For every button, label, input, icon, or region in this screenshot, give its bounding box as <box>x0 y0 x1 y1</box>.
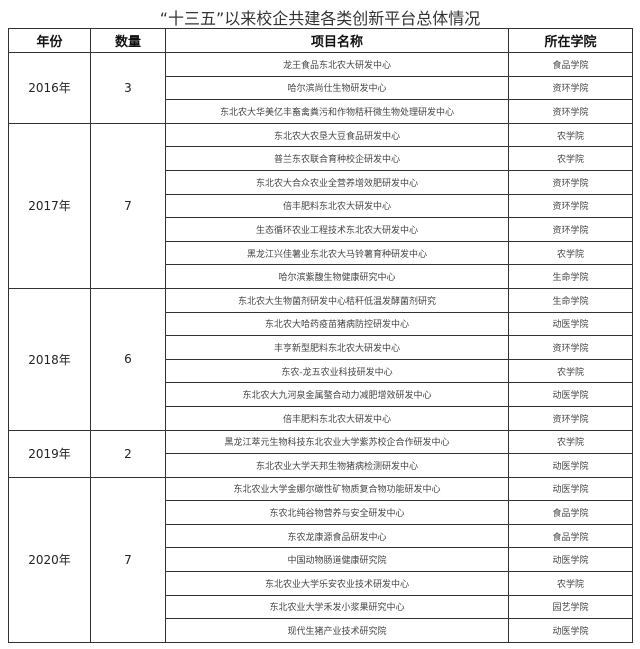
table-row: 东北农大华美亿丰畜禽粪污和作物秸秆微生物处理研发中心 资环学院 <box>9 99 633 124</box>
project-cell: 中国动物肠道健康研究院 <box>165 547 509 573</box>
table-row: 2018年 6 东北农大生物菌剂研发中心秸秆低温发酵菌剂研究 生命学院 <box>8 287 633 431</box>
platform-table: 年份 数量 项目名称 所在学院 2016年 3 龙王食品东北农大研发中心 食品学院 哈尔… <box>8 28 633 643</box>
header-college: 所在学院 <box>508 28 633 53</box>
college-cell: 农学院 <box>508 358 633 384</box>
college-cell: 资环学院 <box>508 99 633 124</box>
count-cell: 3 <box>90 52 166 124</box>
project-cell: 哈尔滨紫馥生物健康研究中心 <box>165 264 509 289</box>
table-row: 东北农业大学天邦生物猪病检测研发中心 动医学院 <box>9 453 633 478</box>
college-cell: 资环学院 <box>508 217 633 242</box>
college-cell: 资环学院 <box>508 335 633 360</box>
college-cell: 动医学院 <box>508 476 633 502</box>
project-cell: 东北农业大学金娜尔碳性矿物质复合物功能研发中心 <box>165 476 509 502</box>
college-cell: 动医学院 <box>508 311 633 337</box>
header-project: 项目名称 <box>165 28 509 53</box>
college-cell: 动医学院 <box>508 618 633 643</box>
project-cell: 东北农大农垦大豆食品研发中心 <box>165 122 509 148</box>
table-row: 2017年 7 东北农大农垦大豆食品研发中心 农学院 <box>8 122 633 289</box>
table-row: 2019年 2 黑龙江萃元生物科技东北农业大学紫苏校企合作研发中心 农学院 <box>8 429 633 478</box>
count-cell: 7 <box>90 122 166 289</box>
page-title: “十三五”以来校企共建各类创新平台总体情况 <box>159 9 481 28</box>
college-cell: 动医学院 <box>508 453 633 478</box>
table-row: 现代生猪产业技术研究院 动医学院 <box>9 618 633 643</box>
college-cell: 食品学院 <box>508 523 633 549</box>
project-cell: 黑龙江萃元生物科技东北农业大学紫苏校企合作研发中心 <box>165 429 509 455</box>
college-cell: 生命学院 <box>508 264 633 289</box>
count-cell: 7 <box>90 476 166 643</box>
table-row: 哈尔滨紫馥生物健康研究中心 生命学院 <box>9 264 633 289</box>
college-cell: 资环学院 <box>508 193 633 219</box>
project-cell: 倍丰肥料东北农大研发中心 <box>165 405 509 431</box>
college-cell: 园艺学院 <box>508 594 633 620</box>
college-cell: 生命学院 <box>508 287 633 313</box>
project-cell: 普兰东农联合育种校企研发中心 <box>165 146 509 171</box>
college-cell: 动医学院 <box>508 382 633 407</box>
college-cell: 资环学院 <box>508 405 633 431</box>
project-cell: 东农-龙五农业科技研发中心 <box>165 358 509 384</box>
project-cell: 哈尔滨尚仕生物研发中心 <box>165 75 509 101</box>
table-row: 2020年 7 东北农业大学金娜尔碳性矿物质复合物功能研发中心 动医学院 <box>8 476 633 643</box>
project-cell: 东北农大华美亿丰畜禽粪污和作物秸秆微生物处理研发中心 <box>165 99 509 124</box>
project-cell: 黑龙江兴佳薯业东北农大马铃薯育种研发中心 <box>165 240 509 266</box>
project-cell: 生态循环农业工程技术东北农大研发中心 <box>165 217 509 242</box>
table-body: 2016年 3 龙王食品东北农大研发中心 食品学院 哈尔滨尚仕生物研发中心 资环学院 东北农… <box>8 52 633 643</box>
project-cell: 东北农大生物菌剂研发中心秸秆低温发酵菌剂研究 <box>165 287 509 313</box>
header-count: 数量 <box>90 28 166 53</box>
project-cell: 东北农大九河泉金属螯合动力减肥增效研发中心 <box>165 382 509 407</box>
college-cell: 农学院 <box>508 122 633 148</box>
project-cell: 东北农大合众农业全营养增效肥研发中心 <box>165 169 509 195</box>
table-row: 中国动物肠道健康研究院 动医学院 <box>9 547 633 573</box>
project-cell: 现代生猪产业技术研究院 <box>165 618 509 643</box>
header-year: 年份 <box>8 28 91 53</box>
project-cell: 东北农业大学禾发小浆果研究中心 <box>165 594 509 620</box>
college-cell: 动医学院 <box>508 547 633 573</box>
count-cell: 6 <box>90 287 166 431</box>
table-row: 倍丰肥料东北农大研发中心 资环学院 <box>9 405 633 431</box>
college-cell: 农学院 <box>508 240 633 266</box>
college-cell: 资环学院 <box>508 169 633 195</box>
college-cell: 食品学院 <box>508 500 633 525</box>
table-header-row: 年份 数量 项目名称 所在学院 <box>8 28 633 53</box>
year-cell: 2019年 <box>8 429 91 478</box>
table-row: 倍丰肥料东北农大研发中心 资环学院 <box>9 193 633 219</box>
project-cell: 东农龙康源食品研发中心 <box>165 523 509 549</box>
table-row: 丰亨新型肥料东北农大研发中心 资环学院 <box>9 335 633 360</box>
table-row: 普兰东农联合育种校企研发中心 农学院 <box>9 146 633 171</box>
table-row: 东北农业大学乐安农业技术研发中心 农学院 <box>9 571 633 596</box>
table-row: 黑龙江兴佳薯业东北农大马铃薯育种研发中心 农学院 <box>9 240 633 266</box>
college-cell: 资环学院 <box>508 75 633 101</box>
project-cell: 倍丰肥料东北农大研发中心 <box>165 193 509 219</box>
count-cell: 2 <box>90 429 166 478</box>
project-cell: 丰亨新型肥料东北农大研发中心 <box>165 335 509 360</box>
table-row: 哈尔滨尚仕生物研发中心 资环学院 <box>9 75 633 101</box>
college-cell: 农学院 <box>508 146 633 171</box>
table-row: 2016年 3 龙王食品东北农大研发中心 食品学院 <box>8 52 633 124</box>
year-cell: 2018年 <box>8 287 91 431</box>
college-cell: 食品学院 <box>508 52 633 77</box>
table-row: 东北农大哈药疫苗猪病防控研发中心 动医学院 <box>9 311 633 337</box>
college-cell: 农学院 <box>508 571 633 596</box>
project-cell: 龙王食品东北农大研发中心 <box>165 52 509 77</box>
college-cell: 农学院 <box>508 429 633 455</box>
year-cell: 2016年 <box>8 52 91 124</box>
table-row: 东北农大九河泉金属螯合动力减肥增效研发中心 动医学院 <box>9 382 633 407</box>
project-cell: 东北农业大学乐安农业技术研发中心 <box>165 571 509 596</box>
project-cell: 东农北纯谷物营养与安全研发中心 <box>165 500 509 525</box>
table-row: 东农-龙五农业科技研发中心 农学院 <box>9 358 633 384</box>
year-cell: 2020年 <box>8 476 91 643</box>
year-cell: 2017年 <box>8 122 91 289</box>
project-cell: 东北农大哈药疫苗猪病防控研发中心 <box>165 311 509 337</box>
project-cell: 东北农业大学天邦生物猪病检测研发中心 <box>165 453 509 478</box>
